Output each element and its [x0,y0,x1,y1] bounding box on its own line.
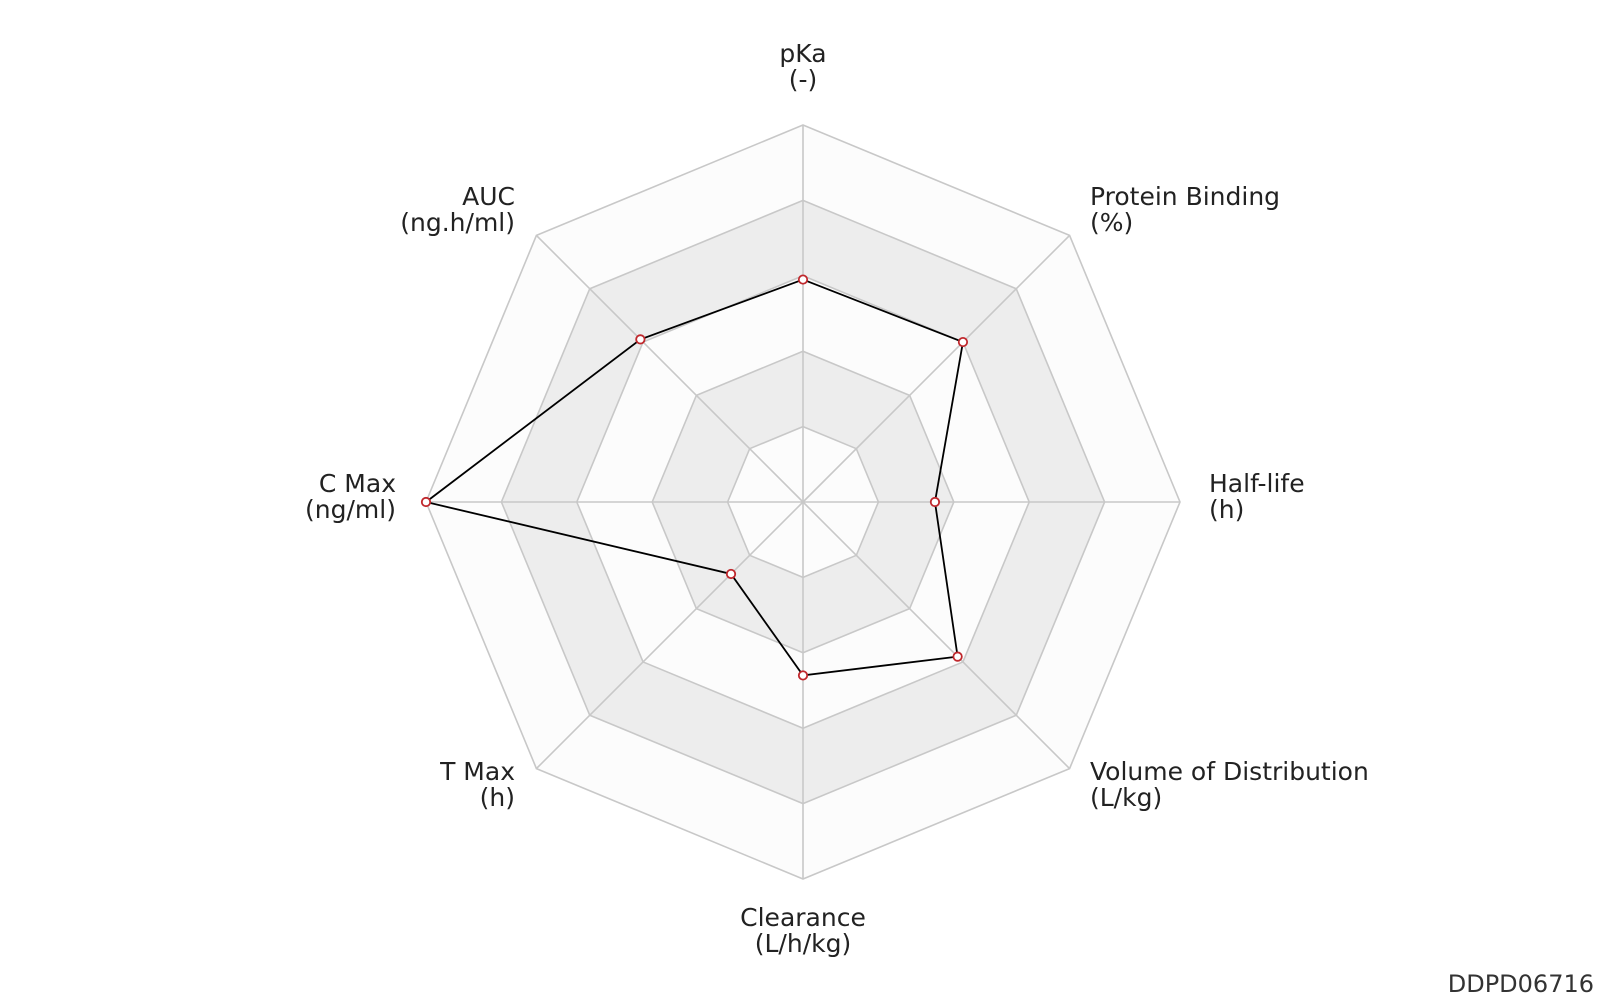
axis-label: T Max [439,757,515,786]
radar-axis-labels: pKa(-)Protein Binding(%)Half-life(h)Volu… [305,39,1369,958]
radar-data-point [725,568,737,580]
radar-data-point [420,496,432,508]
axis-label: AUC [462,182,515,211]
radar-spokes [426,125,1180,879]
radar-spoke [535,234,804,503]
axis-label: C Max [319,469,396,498]
axis-unit-label: (L/h/kg) [755,929,851,958]
radar-spoke [802,234,1071,503]
radar-spoke [802,501,1071,770]
axis-label: pKa [779,39,826,68]
radar-data-point [929,496,941,508]
axis-unit-label: (%) [1090,208,1133,237]
axis-unit-label: (ng/ml) [305,495,396,524]
axis-label: Protein Binding [1090,182,1280,211]
radar-spoke [535,501,804,770]
radar-data-point [797,670,809,681]
radar-data-point [957,336,969,348]
radar-data-point [635,334,646,345]
axis-unit-label: (L/kg) [1090,783,1162,812]
axis-unit-label: (ng.h/ml) [400,208,515,237]
radar-data-point [952,651,963,662]
axis-unit-label: (h) [480,783,515,812]
axis-label: Half-life [1209,469,1305,498]
radar-series [420,274,969,681]
axis-unit-label: (-) [789,65,818,94]
axis-label: Clearance [740,903,866,932]
watermark-code: DDPD06716 [1447,970,1594,998]
axis-unit-label: (h) [1209,495,1244,524]
radar-data-point [797,274,809,285]
axis-label: Volume of Distribution [1090,757,1369,786]
